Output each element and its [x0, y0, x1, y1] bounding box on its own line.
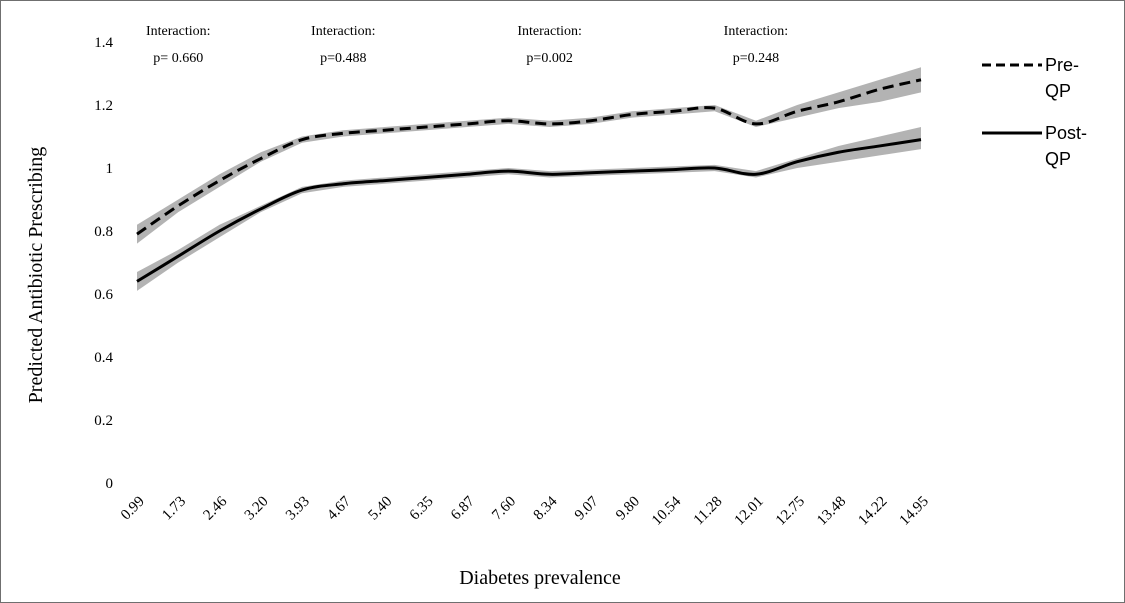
series-lines [136, 78, 922, 283]
y-tick-label: 1 [106, 161, 114, 177]
legend-label: Post- [1045, 123, 1087, 143]
x-tick-label: 3.20 [242, 494, 272, 524]
x-tick-label: 3.93 [283, 494, 313, 524]
annotation-p-value: p=0.488 [320, 51, 366, 66]
x-tick-label: 2.46 [200, 493, 230, 523]
x-tick-label: 8.34 [531, 493, 561, 523]
y-tick-label: 1.2 [94, 98, 113, 114]
pre-qp-confidence-band [137, 67, 921, 244]
x-tick-label: 1.73 [159, 494, 189, 524]
x-tick-label: 6.35 [407, 494, 437, 524]
x-tick-label: 14.95 [897, 494, 932, 529]
post-qp-line [136, 138, 922, 283]
interaction-annotations: Interaction: p= 0.660 Interaction: p=0.488 I… [146, 24, 788, 66]
y-tick-label: 0 [106, 476, 114, 492]
x-tick-label: 9.80 [613, 494, 643, 524]
confidence-bands [137, 67, 921, 291]
x-axis-title: Diabetes prevalence [459, 567, 621, 589]
x-tick-label: 13.48 [814, 494, 849, 529]
annotation-title: Interaction: [146, 24, 211, 39]
y-axis-tick-labels: 0 0.2 0.4 0.6 0.8 1 1.2 1.4 [94, 35, 113, 492]
x-tick-label: 4.67 [324, 493, 354, 523]
x-tick-label: 14.22 [855, 494, 890, 529]
x-axis-tick-labels: 0.99 1.73 2.46 3.20 3.93 4.67 5.40 6.35 6.87 7.60… [118, 493, 932, 529]
x-tick-label: 11.28 [691, 494, 726, 529]
legend-label: QP [1045, 149, 1071, 169]
annotation-title: Interaction: [517, 24, 582, 39]
y-tick-label: 1.4 [94, 35, 113, 51]
x-tick-label: 0.99 [118, 494, 148, 524]
legend: Pre- QP Post- QP [982, 55, 1087, 169]
annotation-p-value: p=0.248 [733, 51, 779, 66]
annotation-title: Interaction: [724, 24, 789, 39]
annotation-p-value: p= 0.660 [153, 51, 203, 66]
x-tick-label: 12.75 [773, 494, 808, 529]
pre-qp-line [136, 78, 922, 236]
annotation-p-value: p=0.002 [526, 51, 572, 66]
legend-label: QP [1045, 81, 1071, 101]
legend-label: Pre- [1045, 55, 1079, 75]
annotation-title: Interaction: [311, 24, 376, 39]
post-qp-confidence-band [137, 127, 921, 291]
x-tick-label: 7.60 [489, 494, 519, 524]
y-tick-label: 0.8 [94, 224, 113, 240]
x-tick-label: 9.07 [572, 493, 602, 523]
x-tick-label: 12.01 [732, 494, 767, 529]
y-tick-label: 0.2 [94, 413, 113, 429]
y-tick-label: 0.6 [94, 287, 113, 303]
x-tick-label: 10.54 [649, 493, 685, 529]
y-tick-label: 0.4 [94, 350, 113, 366]
x-tick-label: 5.40 [366, 494, 396, 524]
x-tick-label: 6.87 [448, 493, 478, 523]
y-axis-title: Predicted Antibiotic Prescribing [25, 147, 47, 404]
